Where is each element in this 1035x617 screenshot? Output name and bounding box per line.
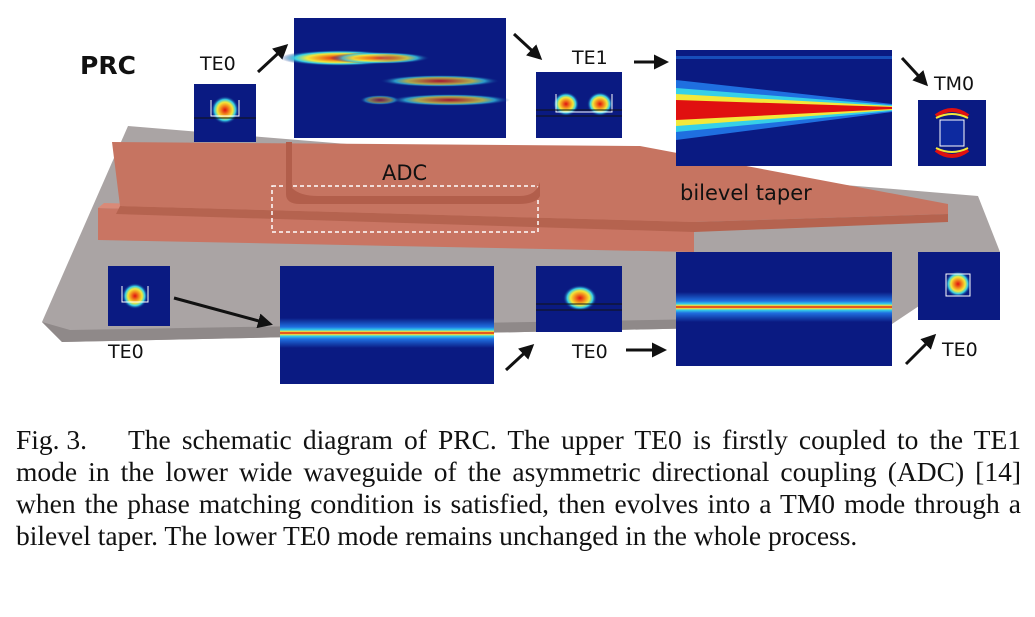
lower-te0-mid-mode-profile <box>536 266 622 332</box>
lower-te0-input-label: TE0 <box>107 341 144 363</box>
panel-label: PRC <box>80 51 136 80</box>
arrow-bus-to-lower-te0 <box>504 343 535 372</box>
adc-region-box <box>271 185 539 233</box>
upper-te0-label: TE0 <box>199 53 236 75</box>
lower-te0-output-mode-profile <box>918 252 1000 320</box>
te1-mode-profile <box>536 72 622 138</box>
arrow-adc-to-te1 <box>512 32 543 61</box>
taper-propagation-plot <box>676 50 892 166</box>
arrow-output-to-te0 <box>904 333 937 366</box>
lower-bus-propagation-plot <box>280 266 494 384</box>
lower-waveguide <box>98 208 694 252</box>
prc-schematic-figure: PRC TE0 TE1 TM0 ADC bilevel taper TE0 TE… <box>42 18 1000 384</box>
taper-ridge <box>116 206 948 232</box>
upper-te0-mode-profile <box>194 84 256 142</box>
adc-waveguide <box>286 142 540 204</box>
caption-text: The schematic diagram of PRC. The upper … <box>16 424 1021 551</box>
te1-label: TE1 <box>571 47 608 69</box>
adc-label: ADC <box>382 161 427 185</box>
lower-te0-output-label: TE0 <box>941 339 978 361</box>
arrow-lower-te0-to-bus <box>173 296 273 329</box>
lower-output-propagation-plot <box>676 252 892 366</box>
lower-te0-mid-label: TE0 <box>571 341 608 363</box>
figure-number: Fig. 3. <box>16 424 88 455</box>
bilevel-taper-label: bilevel taper <box>680 181 812 205</box>
arrow-taper-to-tm0 <box>900 56 929 87</box>
tm0-mode-profile <box>918 100 986 166</box>
figure-caption: Fig. 3. The schematic diagram of PRC. The… <box>16 424 1021 552</box>
tm0-label: TM0 <box>933 73 974 95</box>
arrow-te0-to-adc <box>256 43 289 74</box>
adc-propagation-plot <box>280 18 510 138</box>
lower-te0-input-mode-profile <box>108 266 170 326</box>
